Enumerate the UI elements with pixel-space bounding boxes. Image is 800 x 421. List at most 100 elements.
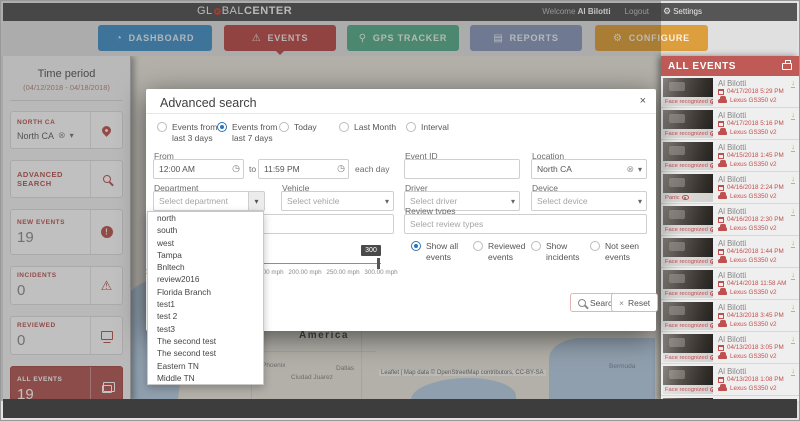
eye-icon: [709, 291, 713, 296]
download-icon[interactable]: ↓: [791, 78, 795, 88]
stat-card[interactable]: NEW EVENTS 19: [10, 209, 123, 255]
event-list-item[interactable]: Face recognized Al Bilotti 04/16/2018 2:…: [661, 204, 799, 236]
event-thumbnail[interactable]: Face recognized: [663, 110, 713, 138]
nav-tab[interactable]: ▤ REPORTS: [470, 25, 582, 51]
event-vehicle-row: Lexus GS350 v2: [718, 128, 777, 136]
slider-track[interactable]: [153, 263, 381, 264]
download-icon[interactable]: ↓: [791, 174, 795, 184]
download-icon[interactable]: ↓: [791, 270, 795, 280]
event-thumbnail[interactable]: Panic: [663, 174, 713, 202]
review-types-input[interactable]: [404, 214, 647, 234]
event-thumbnail[interactable]: Face recognized: [663, 142, 713, 170]
period-radio-option[interactable]: Last Month: [339, 122, 396, 133]
period-radio-option[interactable]: Events from last 7 days: [217, 122, 284, 144]
event-list-item[interactable]: Face recognized Al Bilotti 04/15/2018 1:…: [661, 140, 799, 172]
driver-select[interactable]: Select driver ▾: [404, 191, 520, 211]
event-list-item[interactable]: Face recognized Al Bilotti 04/13/2018 1:…: [661, 364, 799, 396]
show-radio-option[interactable]: Not seen events: [590, 241, 656, 263]
event-list-item[interactable]: Face recognized Al Bilotti 04/13/2018 3:…: [661, 300, 799, 332]
clear-location-icon[interactable]: ⊗: [58, 130, 66, 140]
download-icon[interactable]: ↓: [791, 302, 795, 312]
slider-handle[interactable]: [377, 258, 380, 269]
event-thumbnail[interactable]: Face recognized: [663, 302, 713, 330]
event-list-item[interactable]: Panic Al Bilotti 04/16/2018 2:24 PM Lexu…: [661, 172, 799, 204]
dropdown-option[interactable]: west: [157, 237, 175, 248]
location-card-label: NORTH CA: [17, 119, 56, 126]
dropdown-option[interactable]: Florida Branch: [157, 286, 211, 297]
clock-icon[interactable]: ◷: [337, 163, 345, 173]
event-list-item[interactable]: Face recognized Al Bilotti 04/14/2018 11…: [661, 268, 799, 300]
chevron-down-icon: ▾: [637, 196, 642, 206]
event-thumbnail[interactable]: Face recognized: [663, 366, 713, 394]
event-list-item[interactable]: Face recognized Al Bilotti 04/17/2018 5:…: [661, 76, 799, 108]
advanced-search-card[interactable]: ADVANCED SEARCH: [10, 160, 123, 198]
stat-card[interactable]: INCIDENTS 0 ⚠: [10, 266, 123, 305]
period-radio-option[interactable]: Interval: [406, 122, 449, 133]
calendar-icon: [718, 376, 724, 383]
dropdown-option[interactable]: The second test: [157, 335, 217, 346]
show-radio-option[interactable]: Reviewed events: [473, 241, 540, 263]
map-attribution[interactable]: Leaflet | Map data © OpenStreetMap contr…: [379, 370, 546, 376]
location-select[interactable]: North CA ⊗ ▾: [17, 130, 74, 141]
nav-tab[interactable]: ⚠ EVENTS: [224, 25, 336, 55]
chevron-down-icon[interactable]: ▾: [248, 192, 264, 210]
show-radio-option[interactable]: Show incidents: [531, 241, 598, 263]
location-select[interactable]: North CA ⊗ ▾: [531, 159, 647, 179]
reset-button[interactable]: × Reset: [611, 293, 659, 312]
device-select[interactable]: Select device ▾: [531, 191, 647, 211]
department-select[interactable]: Select department ▾: [153, 191, 265, 211]
footer-bar: [3, 399, 797, 418]
from-time-input[interactable]: [153, 159, 244, 179]
download-icon[interactable]: ↓: [791, 366, 795, 376]
radio-icon: [531, 241, 541, 251]
dropdown-option[interactable]: north: [157, 213, 176, 223]
dropdown-option[interactable]: review2016: [157, 274, 200, 285]
clock-icon[interactable]: ◷: [232, 163, 240, 173]
event-thumbnail[interactable]: Face recognized: [663, 206, 713, 234]
review-types-label: Review types: [405, 206, 456, 216]
modal-title: Advanced search: [160, 96, 257, 110]
event-id-label: Event ID: [405, 151, 438, 161]
nav-tab[interactable]: ⚲ GPS TRACKER: [347, 25, 459, 51]
event-thumbnail[interactable]: Face recognized: [663, 270, 713, 298]
stat-card[interactable]: REVIEWED 0: [10, 316, 123, 355]
event-thumbnail[interactable]: Face recognized: [663, 238, 713, 266]
dropdown-option[interactable]: test1: [157, 299, 175, 310]
vehicle-select[interactable]: Select vehicle ▾: [281, 191, 394, 211]
radio-label: Events from last 3 days: [172, 122, 218, 144]
event-list-item[interactable]: Face recognized Al Bilotti 04/16/2018 1:…: [661, 236, 799, 268]
nav-tab[interactable]: ◔ DASHBOARD: [98, 25, 212, 51]
close-icon[interactable]: ×: [639, 95, 646, 107]
dropdown-option[interactable]: Middle TN: [157, 372, 195, 383]
event-thumbnail[interactable]: Face recognized: [663, 334, 713, 362]
dropdown-option[interactable]: Tampa: [157, 249, 182, 260]
period-radio-option[interactable]: Today: [279, 122, 317, 133]
dropdown-option[interactable]: Bnltech: [157, 262, 185, 273]
slider-tick-label: 300.00 mph: [364, 269, 398, 276]
download-icon[interactable]: ↓: [791, 238, 795, 248]
download-icon[interactable]: ↓: [791, 334, 795, 344]
dropdown-option[interactable]: The second test: [157, 348, 217, 359]
settings-link[interactable]: ⚙ Settings: [663, 6, 702, 16]
download-icon[interactable]: ↓: [791, 206, 795, 216]
download-icon[interactable]: ↓: [791, 110, 795, 120]
dropdown-option[interactable]: test 2: [157, 311, 178, 322]
logout-link[interactable]: Logout: [624, 7, 650, 16]
nav-tab[interactable]: ⚙ CONFIGURE: [595, 25, 708, 51]
nav-tab-label: REPORTS: [509, 33, 559, 43]
event-id-input[interactable]: [404, 159, 520, 179]
event-list-item[interactable]: Face recognized Al Bilotti 04/13/2018 3:…: [661, 332, 799, 364]
clear-location-icon[interactable]: ⊗: [626, 163, 634, 174]
download-icon[interactable]: ↓: [791, 142, 795, 152]
show-radio-option[interactable]: Show all events: [411, 241, 478, 263]
event-thumbnail[interactable]: Face recognized: [663, 78, 713, 106]
to-time-input[interactable]: [258, 159, 349, 179]
dropdown-option[interactable]: test3: [157, 323, 175, 334]
period-radio-option[interactable]: Events from last 3 days: [157, 122, 224, 144]
dropdown-option[interactable]: Eastern TN: [157, 360, 199, 371]
print-icon[interactable]: [782, 59, 792, 70]
event-vehicle-row: Lexus GS350 v2: [718, 288, 777, 296]
event-list-item[interactable]: Face recognized Al Bilotti 04/17/2018 5:…: [661, 108, 799, 140]
chevron-down-icon: ▾: [637, 164, 642, 174]
dropdown-option[interactable]: south: [157, 225, 178, 236]
